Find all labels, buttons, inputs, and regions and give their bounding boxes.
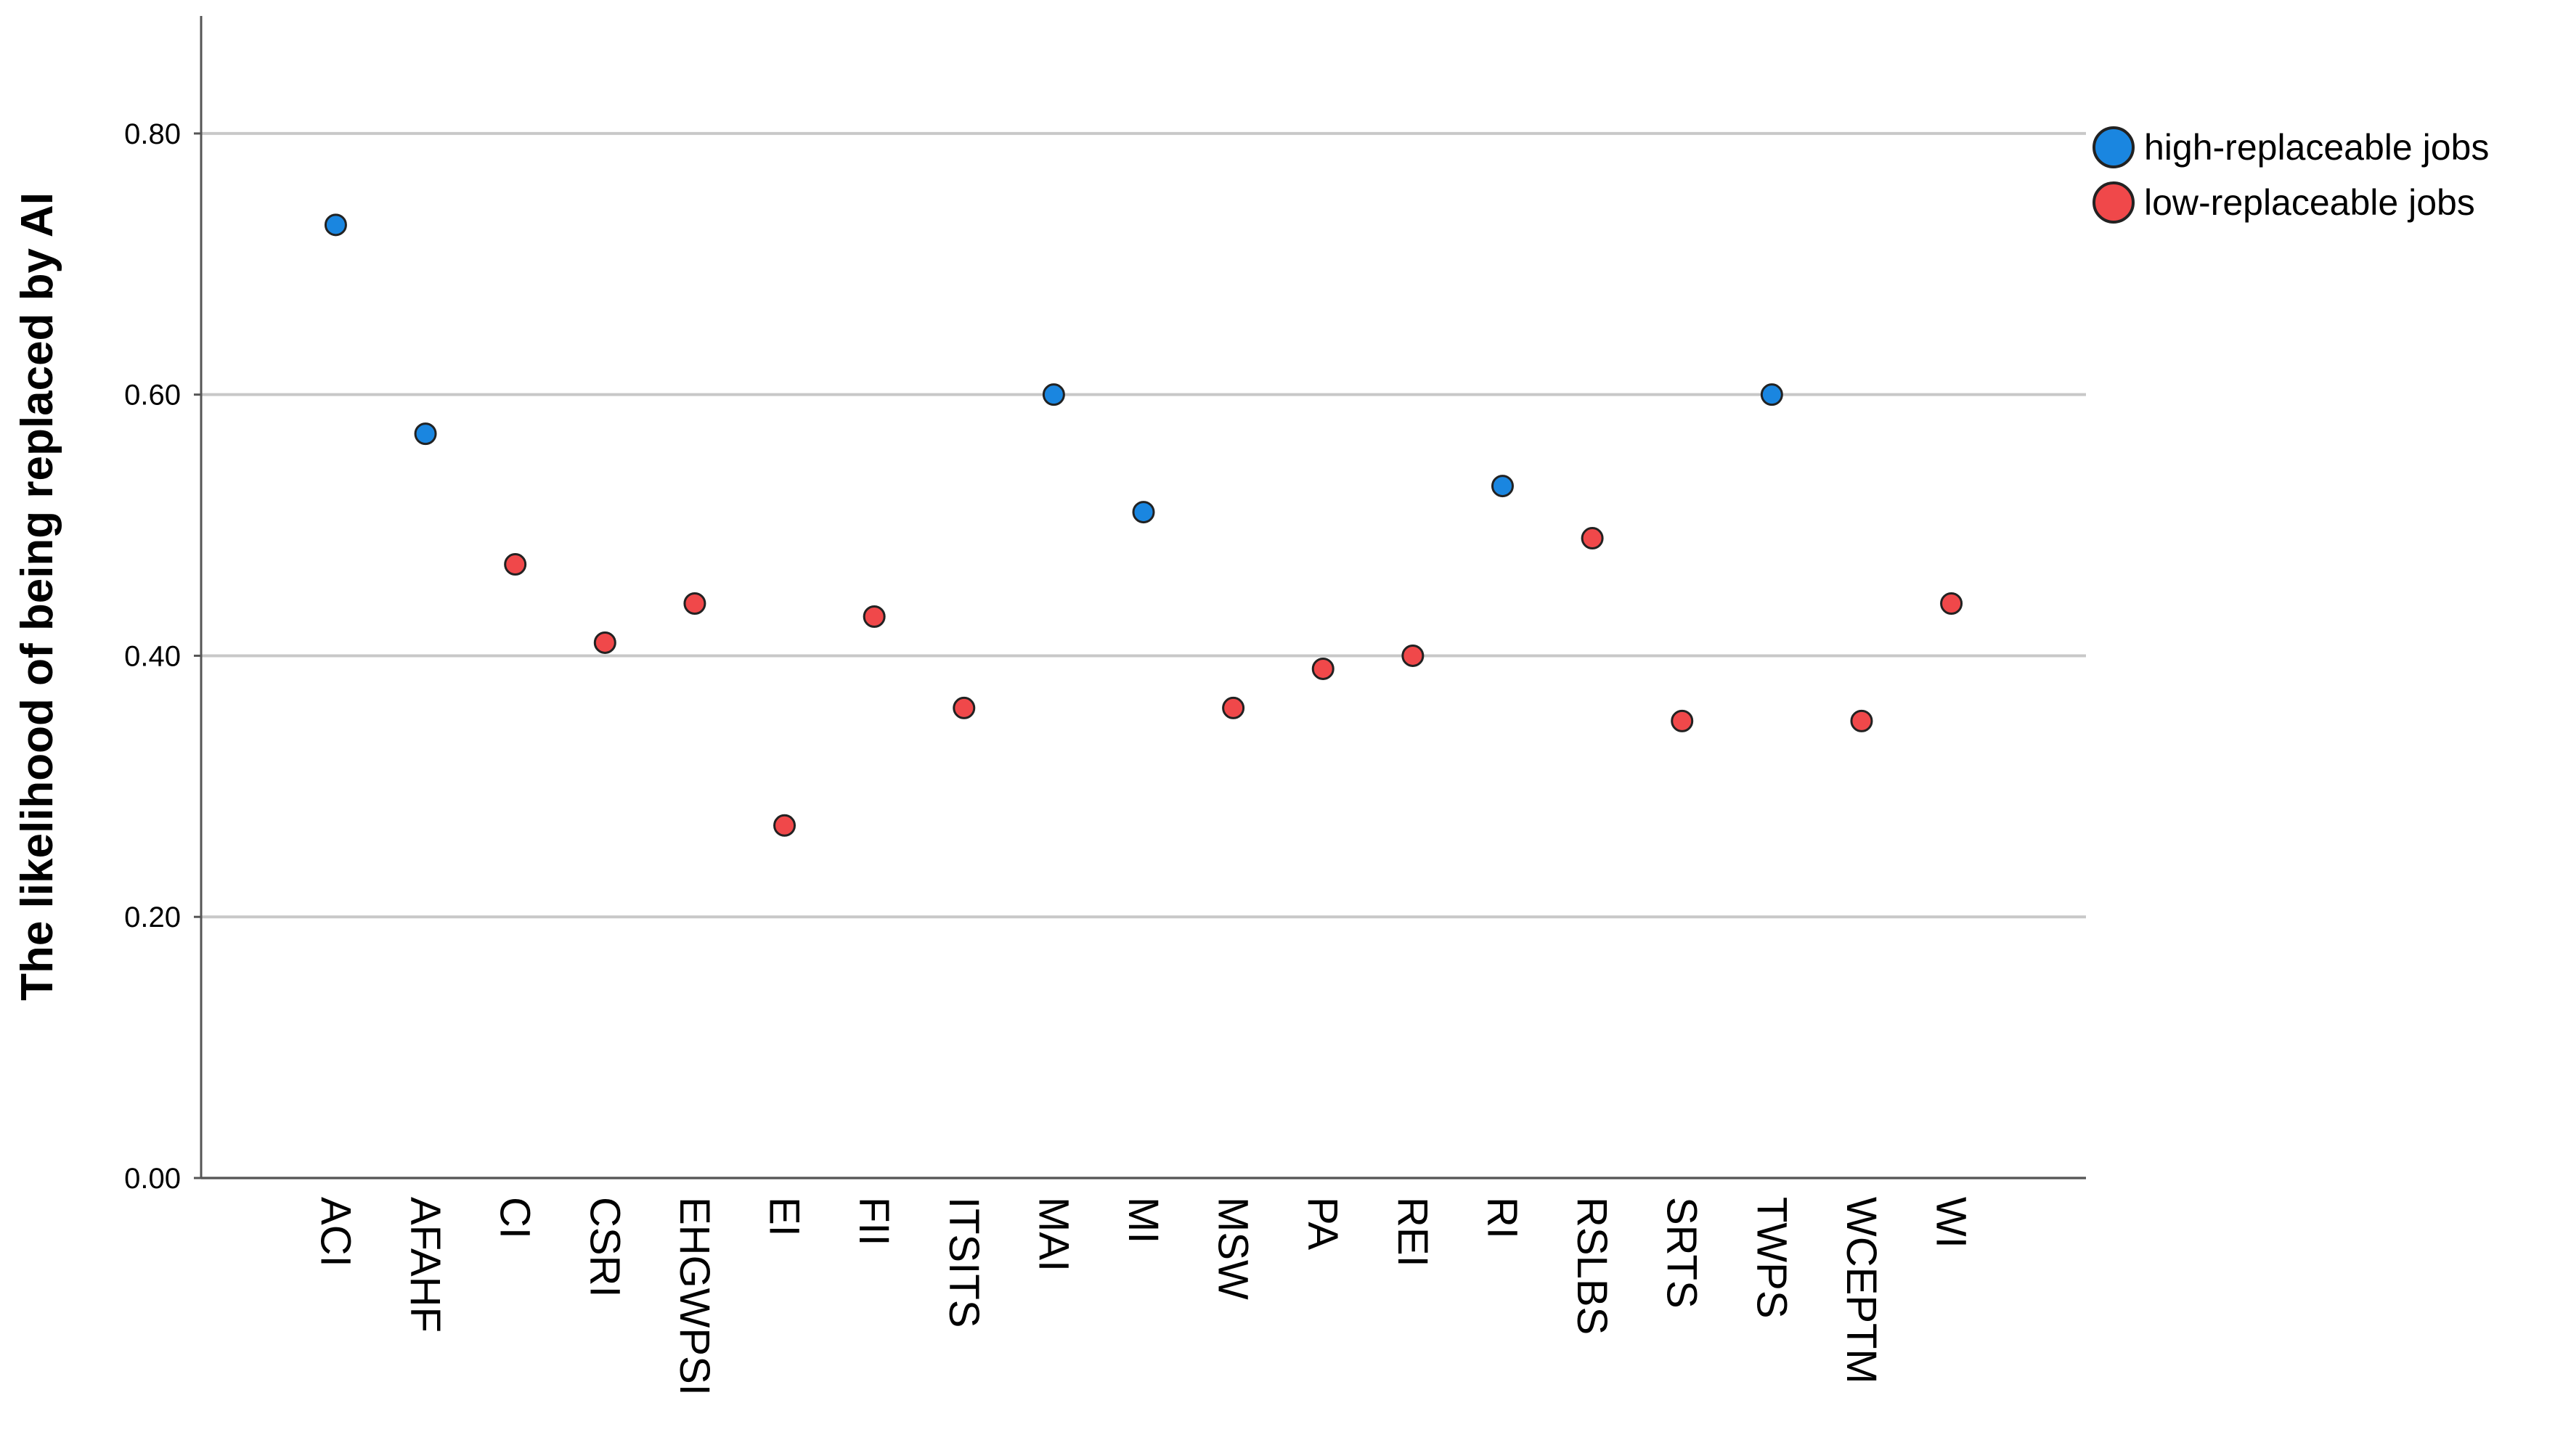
x-tick-label: EHGWPSI: [671, 1197, 718, 1396]
dot: [324, 213, 347, 237]
x-tick-label: MAI: [1030, 1197, 1077, 1272]
dot: [1311, 657, 1335, 680]
x-tick-label: RSLBS: [1568, 1197, 1615, 1335]
dot: [1850, 709, 1873, 732]
x-tick-label: MSW: [1210, 1197, 1257, 1300]
dot: [773, 814, 796, 837]
legend-label: high-replaceable jobs: [2144, 127, 2489, 168]
x-tick-label: RI: [1478, 1197, 1525, 1239]
x-tick-label: CI: [492, 1197, 539, 1239]
dot: [593, 631, 616, 654]
y-axis-title: The likelihood of being replaced by AI: [12, 192, 62, 1001]
y-tick-label: 0.20: [124, 901, 181, 933]
dot: [1042, 383, 1065, 406]
dot: [1401, 644, 1425, 667]
x-tick-label: WI: [1928, 1197, 1975, 1248]
dot: [1132, 501, 1155, 524]
x-tick-label: ITSITS: [940, 1197, 987, 1328]
x-tick-label: WCEPTM: [1838, 1197, 1885, 1384]
y-tick-label: 0.60: [124, 380, 181, 412]
dot: [863, 605, 886, 628]
y-tick-label: 0.00: [124, 1163, 181, 1195]
y-tick-label: 0.40: [124, 640, 181, 672]
dot: [683, 592, 706, 615]
dot: [1940, 592, 1963, 615]
x-tick-label: CSRI: [581, 1197, 628, 1298]
dot: [1222, 696, 1245, 719]
x-tick-label: SRTS: [1658, 1197, 1706, 1309]
y-tick-label: 0.80: [124, 118, 181, 150]
x-tick-label: PA: [1299, 1197, 1346, 1250]
dot: [1581, 527, 1604, 550]
legend-marker: [2093, 126, 2135, 168]
x-tick-label: TWPS: [1748, 1197, 1795, 1319]
x-tick-label: MI: [1120, 1197, 1167, 1243]
dot: [1760, 383, 1783, 406]
dot: [1671, 709, 1694, 732]
x-tick-label: EI: [761, 1197, 808, 1237]
dot: [953, 696, 976, 719]
dot: [1491, 475, 1514, 498]
dot: [414, 422, 437, 446]
dot: [504, 553, 527, 576]
x-tick-label: FII: [850, 1197, 897, 1246]
legend-label: low-replaceable jobs: [2144, 182, 2475, 223]
legend-marker: [2093, 181, 2135, 224]
x-tick-label: ACI: [311, 1197, 359, 1267]
x-tick-label: AFAHF: [402, 1197, 449, 1333]
x-tick-label: REI: [1389, 1197, 1436, 1267]
